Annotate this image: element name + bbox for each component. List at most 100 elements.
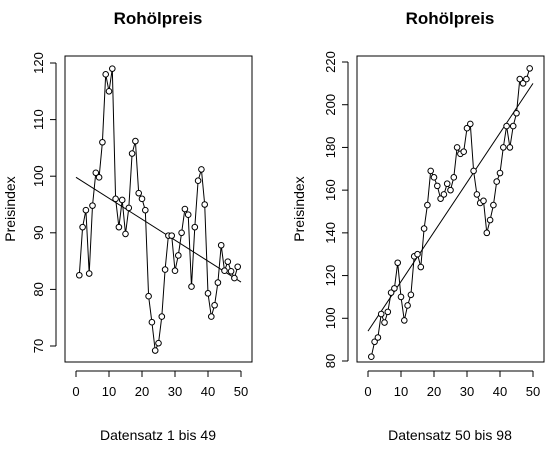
left-data-point — [198, 166, 205, 173]
left-panel: Rohölpreis Datensatz 1 bis 49 Preisindex… — [2, 9, 253, 443]
right-data-point — [401, 317, 408, 324]
left-data-point — [132, 137, 139, 145]
right-data-point — [417, 263, 425, 271]
right-data-point — [387, 289, 395, 296]
left-y-tick-label-1: 80 — [31, 282, 46, 296]
right-y-axis-label: Preisindex — [291, 176, 307, 241]
left-data-point — [188, 283, 195, 290]
right-chart-title: Rohölpreis — [406, 9, 495, 28]
right-data-point — [483, 229, 491, 237]
left-data-point — [171, 267, 179, 275]
right-data-point — [473, 191, 481, 198]
right-panel: Rohölpreis Datensatz 50 bis 98 Preisinde… — [291, 9, 545, 443]
left-data-point — [204, 290, 212, 297]
left-x-tick-label-0: 0 — [72, 384, 79, 399]
left-data-point — [194, 177, 202, 185]
right-y-tick-label-1: 100 — [323, 307, 338, 329]
left-data-point — [201, 201, 208, 208]
right-data-point — [513, 109, 520, 117]
right-data-point — [506, 144, 514, 151]
right-data-point — [384, 308, 392, 316]
left-data-point — [224, 258, 232, 265]
right-x-tick-label-2: 20 — [427, 384, 441, 399]
right-data-point — [437, 195, 444, 202]
left-data-point — [158, 313, 166, 320]
left-data-point — [95, 174, 103, 181]
left-data-point — [168, 232, 175, 239]
left-x-tick-label-4: 40 — [201, 384, 215, 399]
right-data-point — [470, 167, 477, 175]
right-y-tick-label-2: 120 — [323, 265, 338, 287]
right-data-point — [427, 167, 435, 175]
left-data-point — [92, 169, 100, 177]
left-data-point — [231, 274, 238, 282]
left-chart-title: Rohölpreis — [114, 9, 203, 28]
left-data-point — [79, 223, 86, 231]
right-data-point — [453, 144, 461, 151]
right-data-point — [377, 310, 385, 318]
right-data-point — [374, 334, 382, 341]
left-data-point — [115, 223, 123, 231]
right-data-point — [460, 148, 468, 155]
right-data-point — [509, 122, 517, 130]
left-data-point — [128, 150, 136, 157]
right-x-axis-label: Datensatz 50 bis 98 — [388, 427, 512, 443]
right-data-point — [496, 169, 504, 177]
left-trend-line — [75, 176, 242, 283]
left-y-tick-label-3: 100 — [31, 165, 46, 187]
right-data-point — [519, 80, 527, 87]
right-data-point — [430, 174, 438, 181]
right-y-tick-label-5: 180 — [323, 137, 338, 159]
left-data-point — [191, 223, 199, 231]
left-data-point — [184, 211, 192, 218]
left-data-point — [211, 301, 218, 309]
left-plot: 70 80 90 100 110 120 0 10 20 30 40 50 — [31, 52, 248, 399]
left-data-point — [142, 206, 149, 214]
left-data-point — [112, 195, 119, 203]
left-x-tick-label-2: 20 — [135, 384, 149, 399]
left-data-point — [175, 252, 182, 259]
left-data-point — [122, 230, 129, 238]
right-data-point — [447, 186, 454, 194]
left-y-tick-label-4: 110 — [31, 109, 46, 130]
right-data-point — [463, 124, 471, 132]
left-data-point — [148, 318, 156, 326]
right-data-point — [523, 75, 530, 83]
right-data-point — [500, 144, 507, 151]
right-x-tick-label-5: 50 — [526, 384, 540, 399]
left-data-point — [227, 267, 235, 275]
left-data-point — [102, 71, 109, 78]
left-data-point — [135, 189, 142, 197]
left-data-point — [151, 347, 159, 354]
right-data-point — [424, 201, 431, 209]
right-data-point — [434, 182, 441, 190]
right-x-tick-label-4: 40 — [493, 384, 507, 399]
left-data-point — [138, 195, 146, 203]
right-data-point — [503, 122, 510, 130]
left-x-axis-label: Datensatz 1 bis 49 — [100, 427, 216, 443]
left-data-point — [178, 229, 185, 237]
right-data-point — [414, 250, 421, 258]
left-data-point — [161, 266, 169, 273]
right-plot-frame — [356, 55, 545, 363]
right-data-point — [440, 191, 448, 198]
right-data-point — [397, 293, 405, 301]
right-data-point — [486, 216, 494, 224]
left-data-point — [181, 205, 189, 213]
right-data-point — [391, 285, 398, 292]
right-data-point — [480, 197, 487, 205]
left-data-point — [234, 263, 241, 271]
right-data-point — [381, 319, 388, 326]
right-data-point — [404, 302, 411, 309]
right-data-point — [516, 75, 524, 83]
left-data-point — [76, 271, 83, 279]
right-y-tick-label-3: 140 — [323, 222, 338, 244]
right-data-point — [526, 65, 534, 72]
right-series-line — [370, 68, 531, 357]
left-data-point — [214, 279, 222, 286]
right-x-tick-label-3: 30 — [460, 384, 474, 399]
right-y-tick-label-4: 160 — [323, 179, 338, 201]
left-y-tick-label-5: 120 — [31, 52, 46, 74]
right-data-point — [407, 291, 415, 299]
